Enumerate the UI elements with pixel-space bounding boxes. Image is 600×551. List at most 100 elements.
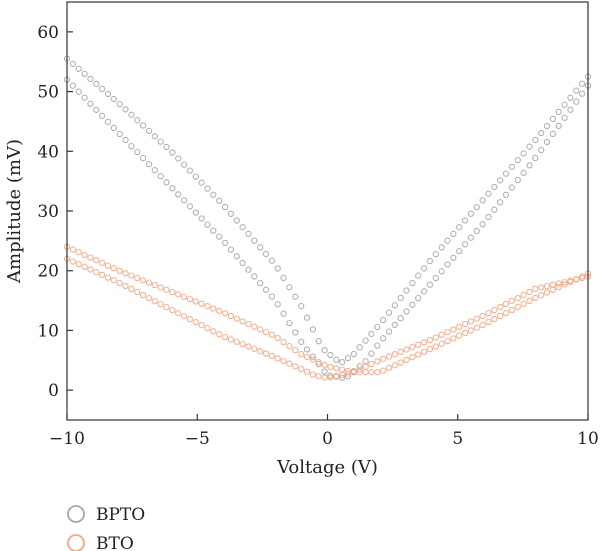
data-point bbox=[514, 294, 521, 302]
data-point bbox=[543, 138, 551, 146]
y-tick-label: 30 bbox=[37, 202, 59, 222]
data-point bbox=[116, 100, 123, 108]
data-point bbox=[204, 303, 211, 310]
data-point bbox=[245, 343, 252, 350]
data-point bbox=[274, 334, 281, 342]
data-point bbox=[98, 259, 106, 267]
data-point bbox=[262, 286, 270, 293]
data-point bbox=[233, 315, 240, 322]
data-point bbox=[122, 136, 129, 144]
data-point bbox=[145, 127, 153, 135]
data-point bbox=[374, 369, 381, 376]
data-point bbox=[163, 303, 170, 311]
data-point bbox=[561, 114, 568, 121]
data-point bbox=[333, 373, 340, 380]
data-point bbox=[497, 312, 504, 320]
data-point bbox=[192, 209, 199, 216]
data-point bbox=[303, 368, 311, 375]
data-point bbox=[385, 364, 393, 372]
y-tick-label: 40 bbox=[37, 142, 59, 162]
x-tick-label: −5 bbox=[185, 429, 210, 449]
data-point bbox=[110, 277, 117, 284]
data-point bbox=[93, 269, 100, 276]
data-point bbox=[333, 356, 340, 363]
data-point bbox=[420, 339, 428, 346]
data-point bbox=[456, 323, 463, 330]
data-point bbox=[221, 203, 229, 211]
data-point bbox=[221, 239, 229, 247]
data-point bbox=[356, 366, 363, 373]
data-point bbox=[356, 344, 363, 351]
data-point bbox=[444, 337, 451, 345]
data-point bbox=[391, 302, 398, 309]
data-point bbox=[555, 283, 562, 291]
data-point bbox=[461, 241, 469, 248]
data-point bbox=[368, 330, 375, 338]
data-point bbox=[508, 184, 516, 191]
x-tick-label: 10 bbox=[577, 429, 599, 449]
data-point bbox=[145, 279, 153, 286]
data-point bbox=[526, 297, 533, 305]
data-point bbox=[403, 308, 410, 315]
data-point bbox=[473, 324, 480, 331]
data-point bbox=[444, 261, 451, 268]
y-tick-label: 60 bbox=[37, 23, 59, 43]
data-point bbox=[467, 210, 475, 217]
data-point bbox=[298, 338, 305, 346]
data-point bbox=[549, 130, 557, 138]
data-point bbox=[309, 326, 317, 333]
data-point bbox=[157, 173, 164, 180]
data-point bbox=[555, 280, 562, 287]
data-point bbox=[210, 191, 217, 198]
data-point bbox=[87, 100, 94, 107]
data-point bbox=[110, 124, 117, 132]
data-point bbox=[491, 315, 498, 323]
data-point bbox=[502, 300, 510, 308]
data-point bbox=[374, 342, 381, 349]
data-point bbox=[315, 338, 322, 345]
data-point bbox=[286, 284, 293, 291]
data-point bbox=[116, 279, 123, 287]
data-point bbox=[251, 273, 258, 280]
data-point bbox=[216, 197, 223, 204]
data-point bbox=[75, 249, 82, 256]
data-point bbox=[573, 276, 580, 283]
data-point bbox=[145, 294, 153, 302]
y-axis-title: Amplitude (mV) bbox=[4, 139, 25, 284]
data-point bbox=[186, 203, 194, 210]
data-point bbox=[497, 177, 504, 184]
data-point bbox=[210, 227, 217, 234]
data-point bbox=[104, 274, 112, 281]
data-point bbox=[227, 336, 235, 343]
data-point bbox=[397, 294, 404, 302]
data-point bbox=[180, 161, 188, 168]
data-point bbox=[479, 312, 486, 320]
data-point bbox=[227, 312, 235, 320]
data-point bbox=[315, 373, 322, 380]
data-point bbox=[321, 374, 328, 381]
data-point bbox=[163, 143, 170, 151]
data-point bbox=[280, 274, 287, 282]
data-points-layer bbox=[63, 55, 592, 381]
data-point bbox=[298, 350, 305, 358]
data-point bbox=[192, 319, 199, 326]
data-point bbox=[514, 156, 521, 164]
data-point bbox=[508, 297, 516, 305]
data-point bbox=[163, 286, 170, 293]
data-point bbox=[216, 233, 223, 240]
data-point bbox=[491, 183, 498, 191]
data-point bbox=[268, 352, 276, 360]
data-point bbox=[233, 338, 240, 345]
data-point bbox=[368, 369, 375, 376]
data-point bbox=[409, 354, 416, 361]
data-point bbox=[116, 267, 123, 275]
data-point bbox=[139, 154, 147, 162]
data-point bbox=[169, 306, 176, 314]
x-tick-label: 0 bbox=[322, 429, 333, 449]
data-point bbox=[239, 340, 246, 348]
data-point bbox=[467, 234, 475, 241]
data-point bbox=[134, 148, 141, 156]
x-axis-title: Voltage (V) bbox=[276, 457, 378, 478]
data-point bbox=[262, 250, 270, 258]
